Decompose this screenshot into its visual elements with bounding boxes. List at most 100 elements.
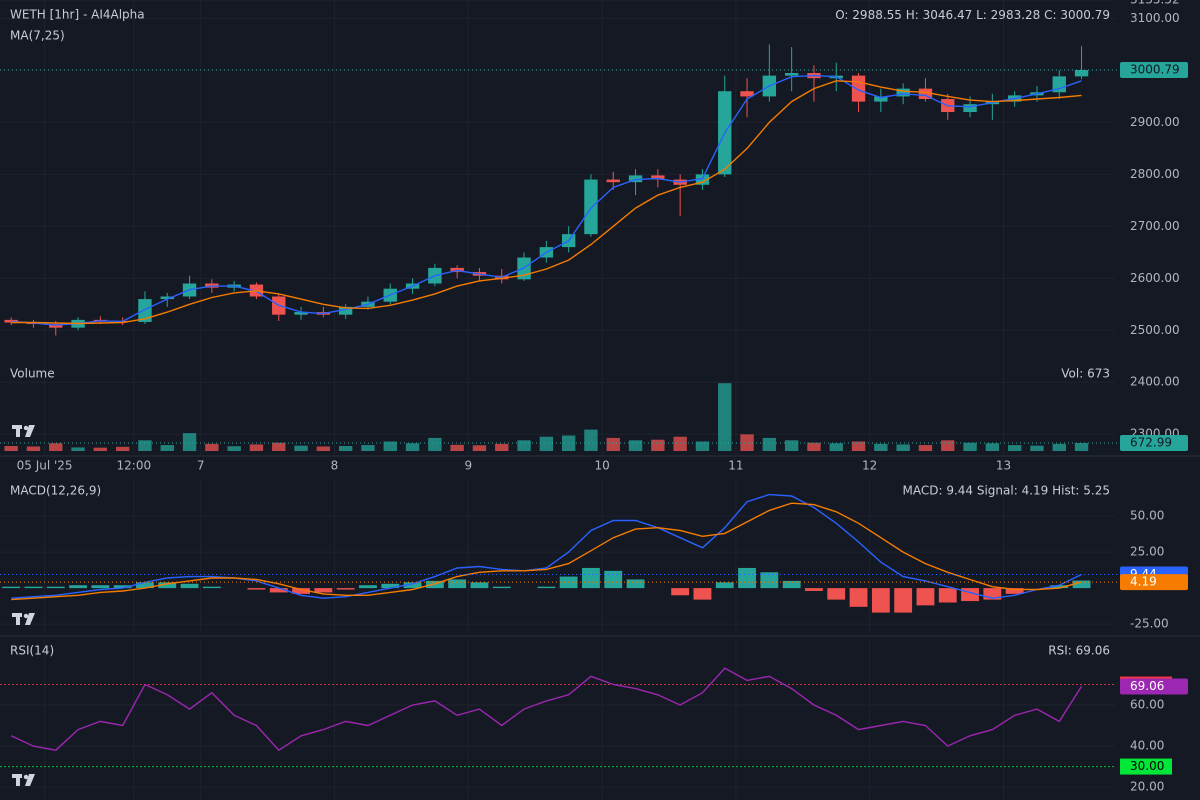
indicator-label: MA(7,25) xyxy=(10,29,65,43)
y-tick-label: 50.00 xyxy=(1130,509,1164,523)
volume-bar xyxy=(227,446,241,451)
histogram-bar xyxy=(626,579,645,589)
histogram-bar xyxy=(604,570,623,589)
value-box xyxy=(1120,678,1188,695)
candle-body xyxy=(1052,76,1066,93)
y-tick-label: 60.00 xyxy=(1130,698,1164,712)
volume-bar xyxy=(1074,442,1089,451)
candle-body xyxy=(4,319,18,323)
histogram-bar xyxy=(871,588,890,613)
histogram-bar xyxy=(314,588,333,593)
histogram-bar xyxy=(782,580,801,589)
level-box xyxy=(1120,758,1172,775)
histogram-bar xyxy=(2,586,21,589)
histogram-bar xyxy=(760,572,779,589)
x-tick-label: 13 xyxy=(996,459,1011,473)
volume-bar xyxy=(93,447,108,451)
volume-bar xyxy=(205,443,219,451)
ohlc-label: O: xyxy=(835,8,848,22)
candle-body xyxy=(874,96,888,102)
line xyxy=(11,74,1082,326)
volume-bar xyxy=(160,445,174,451)
volume-bar xyxy=(651,439,665,451)
rsi-status: RSI: 69.06 xyxy=(1048,644,1110,658)
volume-bar xyxy=(405,443,420,451)
histogram-bar xyxy=(715,582,734,589)
candle-body xyxy=(851,75,866,102)
grid xyxy=(0,0,1115,800)
candle-body xyxy=(1074,70,1089,77)
ohlc-label: L: xyxy=(976,8,987,22)
value-box xyxy=(1120,62,1188,79)
value-box xyxy=(1120,434,1188,451)
value-box-label: 3000.79 xyxy=(1130,63,1180,77)
line xyxy=(11,80,1082,325)
histogram-bar xyxy=(448,579,467,589)
candle-body xyxy=(160,296,174,300)
histogram-bar xyxy=(582,567,600,589)
y-tick-label: 2800.00 xyxy=(1130,167,1180,181)
histogram-bar xyxy=(827,588,846,600)
volume-bar xyxy=(294,445,308,451)
volume-bar xyxy=(628,440,643,451)
volume-bar xyxy=(673,436,687,451)
candle-body xyxy=(294,312,308,315)
x-tick-label: 05 Jul '25 xyxy=(17,459,73,473)
histogram-bar xyxy=(24,586,43,589)
y-tick-label: 3135.52 xyxy=(1130,0,1180,7)
logo xyxy=(12,774,35,786)
volume-bar xyxy=(695,441,710,451)
histogram-bar xyxy=(537,586,556,589)
volume-status: Vol: 673 xyxy=(1061,367,1110,381)
volume-bar xyxy=(941,440,955,451)
volume-bar xyxy=(138,440,152,451)
value-box xyxy=(1120,574,1188,591)
histogram-bar xyxy=(470,582,489,589)
volume-bar xyxy=(584,429,598,451)
candle-body xyxy=(338,306,353,315)
volume-bar xyxy=(762,437,777,451)
volume-bar xyxy=(115,446,130,451)
y-tick-label: 2500.00 xyxy=(1130,323,1180,337)
volume-bar xyxy=(49,443,63,451)
value-box-label: 672.99 xyxy=(1130,435,1172,449)
line xyxy=(10,667,1083,752)
histogram-bar xyxy=(158,582,177,589)
volume-bar xyxy=(517,440,531,451)
histogram-bar xyxy=(1072,580,1091,589)
line xyxy=(11,493,1082,599)
histogram-bar xyxy=(359,585,377,589)
value-box-label: 69.06 xyxy=(1130,679,1164,693)
volume-title: Volume xyxy=(10,367,55,381)
volume-bar xyxy=(26,446,41,451)
logo xyxy=(12,613,35,625)
x-tick-label: 7 xyxy=(197,459,205,473)
ohlc-value: 2988.55 xyxy=(852,8,902,22)
histogram-bar xyxy=(336,588,355,590)
histogram-bar xyxy=(849,588,868,607)
volume-bar xyxy=(896,444,910,451)
x-tick-label: 9 xyxy=(464,459,472,473)
histogram-bar xyxy=(113,585,132,589)
candle-body xyxy=(695,174,710,185)
histogram-bar xyxy=(292,588,310,594)
histogram-bar xyxy=(403,582,422,589)
ohlc-value: 3000.79 xyxy=(1060,8,1110,22)
value-box-label: 4.19 xyxy=(1130,575,1157,589)
candle-body xyxy=(784,73,799,76)
line xyxy=(11,502,1082,601)
candle-body xyxy=(896,88,910,97)
candle-body xyxy=(963,104,977,113)
histogram-bar xyxy=(202,586,221,589)
volume-bar xyxy=(718,383,732,451)
volume-bar xyxy=(495,443,509,451)
histogram-bar xyxy=(1005,588,1024,594)
volume-bar xyxy=(807,442,821,451)
volume-bar xyxy=(985,443,1000,451)
histogram-bar xyxy=(69,585,87,589)
macd-status: MACD: 9.44 Signal: 4.19 Hist: 5.25 xyxy=(902,484,1110,498)
histogram-bar xyxy=(269,588,288,593)
x-tick-label: 11 xyxy=(728,459,743,473)
